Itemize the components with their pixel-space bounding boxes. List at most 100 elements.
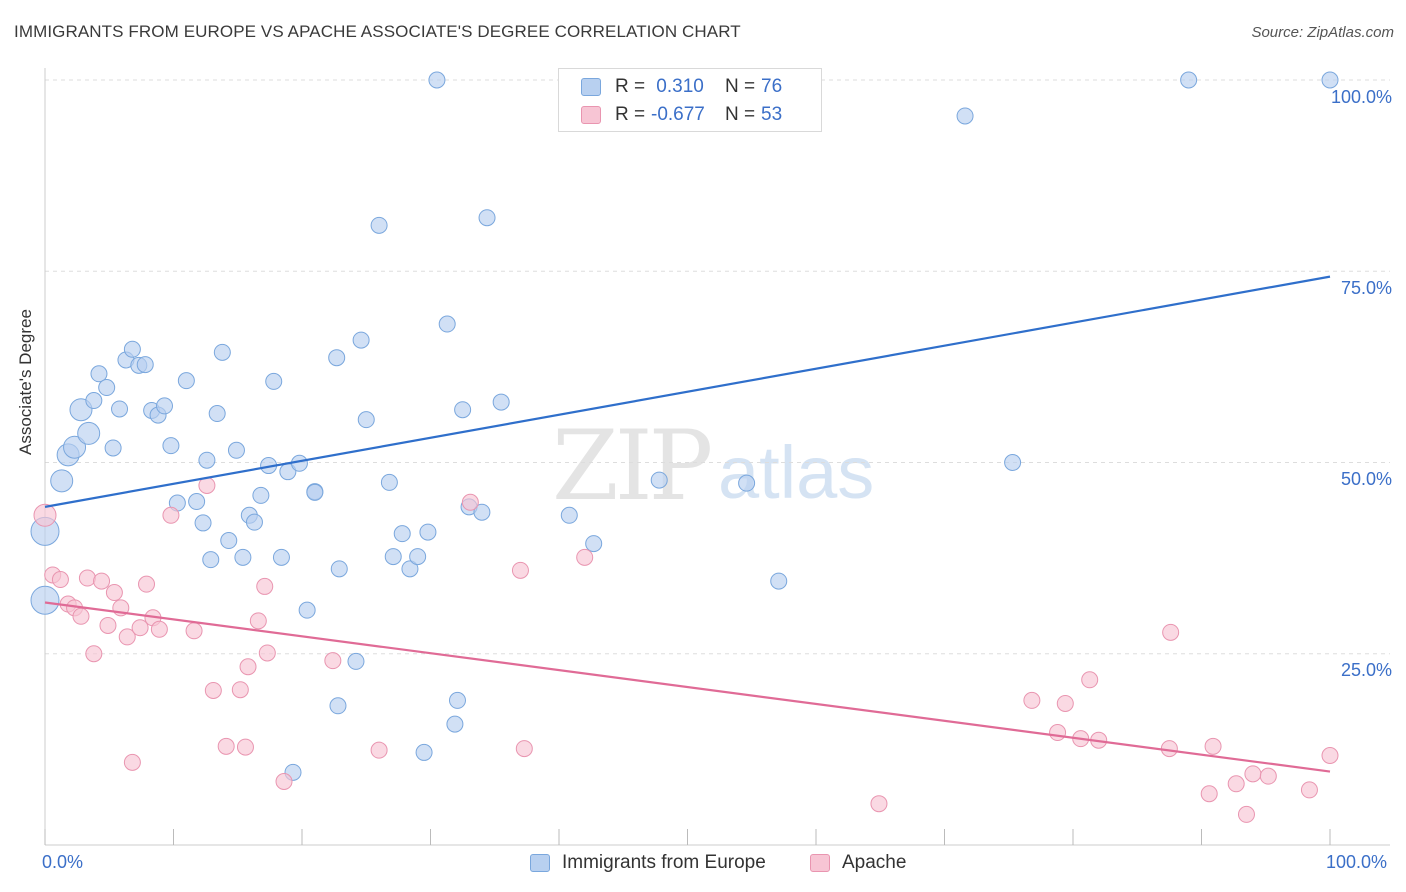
europe-legend-swatch-icon — [530, 854, 550, 872]
apache-swatch-icon — [581, 106, 601, 124]
x-tick-label-max: 100.0% — [1326, 852, 1388, 872]
data-points — [30, 71, 1339, 823]
europe-point — [213, 343, 231, 361]
apache-point — [72, 607, 90, 625]
europe-point — [188, 493, 206, 511]
x-tick-label-min: 0.0% — [42, 852, 84, 872]
y-tick-label-100: 100.0% — [1330, 87, 1392, 107]
apache-point — [249, 612, 267, 630]
r-label: R = — [615, 104, 646, 125]
apache-point — [150, 620, 168, 638]
apache-point — [1200, 785, 1218, 803]
europe-point — [265, 372, 283, 390]
legend-row-europe: R = 0.310 N = 76 — [581, 74, 782, 100]
apache-point — [1259, 767, 1277, 785]
trend-lines — [44, 275, 1331, 773]
europe-point — [384, 548, 402, 566]
apache-point — [185, 622, 203, 640]
europe-point — [272, 548, 290, 566]
europe-point — [98, 379, 116, 397]
europe-point — [956, 107, 974, 125]
europe-point — [1321, 71, 1339, 89]
europe-point — [492, 393, 510, 411]
apache-point — [1049, 724, 1067, 742]
europe-point — [202, 551, 220, 569]
apache-point — [239, 658, 257, 676]
apache-point — [256, 577, 274, 595]
europe-point — [298, 601, 316, 619]
apache-point — [33, 503, 57, 527]
apache-legend-swatch-icon — [810, 854, 830, 872]
apache-point — [231, 681, 249, 699]
europe-point — [454, 401, 472, 419]
r-value: -0.677 — [651, 104, 705, 125]
europe-point — [347, 652, 365, 670]
europe-point — [177, 372, 195, 390]
europe-point — [162, 437, 180, 455]
europe-point — [650, 471, 668, 489]
apache-point — [138, 575, 156, 593]
watermark-atlas: atlas — [718, 431, 875, 514]
n-label: N = — [725, 76, 756, 97]
europe-point — [352, 331, 370, 349]
europe-point — [393, 525, 411, 543]
europe-point — [245, 513, 263, 531]
europe-point — [306, 483, 324, 501]
apache-point — [324, 652, 342, 670]
europe-point — [227, 441, 245, 459]
europe-point — [104, 439, 122, 457]
n-label: N = — [725, 104, 756, 125]
apache-point — [105, 584, 123, 602]
apache-point — [1321, 746, 1339, 764]
legend-item-europe: Immigrants from Europe — [530, 852, 766, 874]
apache-point — [511, 561, 529, 579]
europe-point — [252, 486, 270, 504]
europe-point — [50, 469, 74, 493]
europe-point — [560, 506, 578, 524]
apache-point — [118, 628, 136, 646]
europe-point — [234, 548, 252, 566]
europe-point — [478, 209, 496, 227]
europe-point — [156, 397, 174, 415]
chart-title: IMMIGRANTS FROM EUROPE VS APACHE ASSOCIA… — [14, 22, 741, 41]
europe-point — [357, 411, 375, 429]
correlation-legend: R = 0.310 N = 76 R = -0.677 N = 53 — [558, 68, 822, 132]
europe-point — [90, 365, 108, 383]
apache-point — [1162, 623, 1180, 641]
europe-point — [446, 715, 464, 733]
europe-point — [438, 315, 456, 333]
europe-point — [30, 585, 60, 615]
apache-point — [131, 619, 149, 637]
apache-point — [370, 741, 388, 759]
y-tick-label-25: 25.0% — [1340, 660, 1392, 680]
apache-point — [870, 795, 888, 813]
legend-row-apache: R = -0.677 N = 53 — [581, 102, 782, 128]
source-credit: Source: ZipAtlas.com — [1251, 24, 1394, 41]
apache-point — [204, 681, 222, 699]
europe-point — [329, 697, 347, 715]
europe-point — [328, 349, 346, 367]
apache-point — [1081, 671, 1099, 689]
apache-point — [85, 645, 103, 663]
apache-point — [123, 753, 141, 771]
europe-point — [448, 691, 466, 709]
europe-point — [409, 548, 427, 566]
europe-point — [738, 474, 756, 492]
europe-point — [111, 400, 129, 418]
europe-point — [1004, 454, 1022, 471]
y-tick-label-50: 50.0% — [1340, 469, 1392, 489]
europe-point — [415, 743, 433, 761]
europe-point — [208, 405, 226, 423]
europe-point — [428, 71, 446, 89]
y-axis-label: Associate's Degree — [16, 309, 35, 455]
apache-point — [1237, 805, 1255, 823]
europe-point — [473, 503, 491, 521]
apache-point — [576, 548, 594, 566]
europe-point — [63, 435, 87, 459]
apache-point — [461, 493, 479, 511]
europe-point — [198, 451, 216, 469]
axes — [44, 68, 1390, 846]
n-value: 53 — [761, 104, 783, 125]
europe-point — [380, 473, 398, 491]
apache-point — [515, 740, 533, 758]
